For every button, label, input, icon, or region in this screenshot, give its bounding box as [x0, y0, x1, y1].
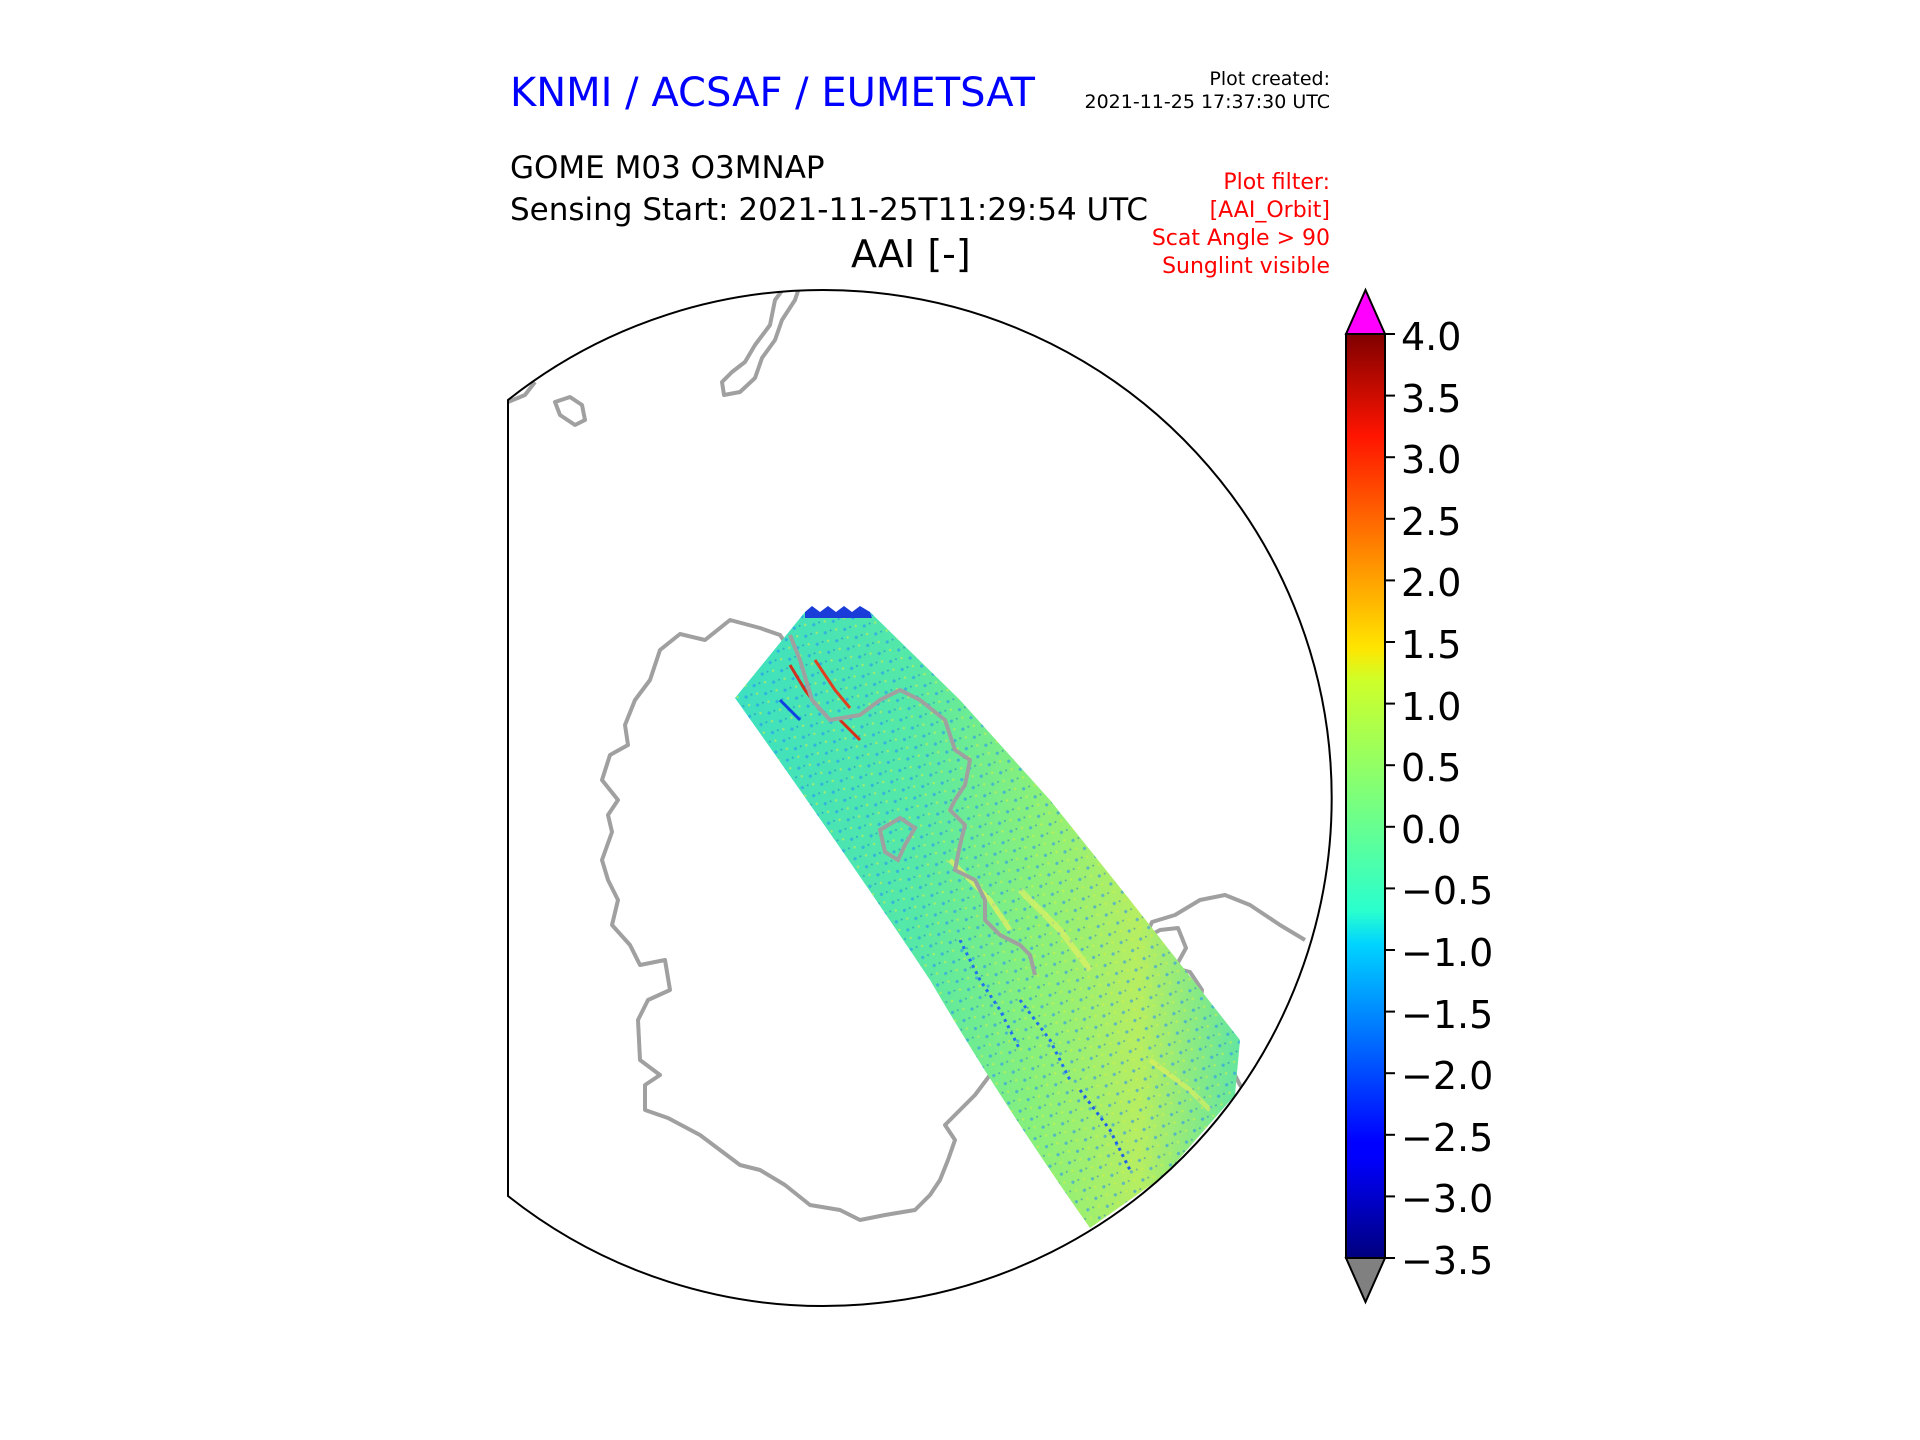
plot-filter-title: Plot filter:: [1223, 170, 1330, 195]
agency-title: KNMI / ACSAF / EUMETSAT: [510, 70, 1035, 116]
colorbar-tick-label: 1.0: [1401, 684, 1462, 729]
colorbar-tick-label: 2.0: [1401, 561, 1462, 606]
variable-title: AAI [-]: [851, 232, 971, 276]
plot-created-label: Plot created:: [1209, 68, 1330, 90]
colorbar-tick-label: −1.0: [1401, 931, 1494, 975]
aai-swath: [735, 606, 1240, 1228]
colorbar-tick-label: −0.5: [1401, 869, 1494, 914]
colorbar: [1344, 287, 1395, 1305]
plot-filter-line: [AAI_Orbit]: [1209, 198, 1330, 223]
plot-filter-line: Scat Angle > 90: [1151, 226, 1330, 251]
colorbar-tick-label: −1.5: [1401, 992, 1494, 1037]
colorbar-tick-label: 3.5: [1401, 376, 1462, 421]
colorbar-tick-label: 2.5: [1401, 499, 1462, 544]
colorbar-ticks: [1385, 333, 1395, 1259]
colorbar-tick-label: −2.5: [1401, 1115, 1494, 1160]
plot-created-time: 2021-11-25 17:37:30 UTC: [1084, 91, 1331, 113]
sensing-start: Sensing Start: 2021-11-25T11:29:54 UTC: [510, 192, 1148, 228]
colorbar-tick-label: 1.5: [1401, 623, 1462, 667]
colorbar-tick-label: 0.5: [1401, 746, 1462, 791]
coastline-south-america: [508, 290, 802, 427]
colorbar-tick-label: 4.0: [1401, 315, 1462, 359]
colorbar-tick-label: 0.0: [1401, 807, 1462, 852]
product-name: GOME M03 O3MNAP: [510, 150, 825, 186]
colorbar-tick-label: −3.5: [1401, 1239, 1494, 1283]
colorbar-tick-label: −2.0: [1401, 1054, 1494, 1099]
map-boundary: [507, 289, 1333, 1307]
plot-filter-line: Sunglint visible: [1162, 254, 1330, 279]
colorbar-tick-label: 3.0: [1401, 438, 1462, 483]
colorbar-tick-label: −3.0: [1401, 1177, 1494, 1222]
